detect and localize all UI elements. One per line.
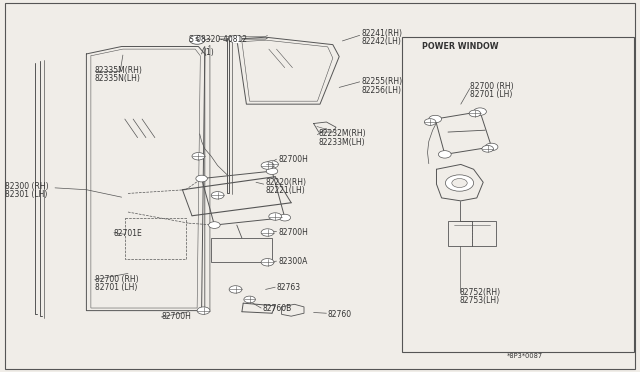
Circle shape: [261, 259, 274, 266]
Text: 82242(LH): 82242(LH): [362, 37, 401, 46]
Bar: [448, 221, 496, 246]
Circle shape: [192, 153, 205, 160]
Circle shape: [261, 162, 274, 169]
Circle shape: [266, 168, 278, 174]
Text: 82221(LH): 82221(LH): [266, 186, 305, 195]
Text: 82700 (RH): 82700 (RH): [95, 275, 138, 284]
Circle shape: [211, 192, 224, 199]
Text: 82300 (RH): 82300 (RH): [5, 182, 49, 190]
Circle shape: [469, 110, 481, 117]
Circle shape: [445, 175, 474, 191]
Circle shape: [266, 161, 278, 168]
Circle shape: [429, 115, 442, 123]
Text: (1): (1): [204, 48, 214, 57]
Circle shape: [482, 145, 493, 152]
Text: POWER WINDOW: POWER WINDOW: [422, 42, 499, 51]
Circle shape: [438, 151, 451, 158]
Bar: [402, 37, 634, 352]
Circle shape: [229, 286, 242, 293]
Text: 82256(LH): 82256(LH): [362, 86, 402, 94]
Circle shape: [279, 214, 291, 221]
Text: 82701 (LH): 82701 (LH): [95, 283, 137, 292]
Text: 82232M(RH): 82232M(RH): [319, 129, 366, 138]
Circle shape: [244, 296, 255, 303]
Text: 82335M(RH): 82335M(RH): [95, 66, 143, 75]
Text: 82700H: 82700H: [278, 155, 308, 164]
Text: 82753(LH): 82753(LH): [460, 296, 500, 305]
Circle shape: [474, 108, 486, 115]
Circle shape: [197, 307, 210, 314]
Text: 82700H: 82700H: [161, 312, 191, 321]
Circle shape: [196, 175, 207, 182]
Text: 82300A: 82300A: [278, 257, 308, 266]
Text: 82220(RH): 82220(RH): [266, 178, 307, 187]
Circle shape: [189, 35, 205, 44]
Text: 82760B: 82760B: [262, 304, 292, 312]
Text: 82233M(LH): 82233M(LH): [319, 138, 365, 147]
Circle shape: [261, 229, 274, 236]
Text: 82700H: 82700H: [278, 228, 308, 237]
Circle shape: [269, 213, 282, 220]
Text: 82760: 82760: [328, 310, 352, 319]
Circle shape: [424, 119, 436, 125]
Circle shape: [209, 222, 220, 228]
Text: 82241(RH): 82241(RH): [362, 29, 403, 38]
Text: 82763: 82763: [276, 283, 301, 292]
Text: S 08320-40812: S 08320-40812: [189, 35, 247, 44]
Text: 82335N(LH): 82335N(LH): [95, 74, 141, 83]
Text: 82700 (RH): 82700 (RH): [470, 82, 514, 91]
Text: S: S: [195, 37, 200, 42]
Text: 82701 (LH): 82701 (LH): [470, 90, 513, 99]
Circle shape: [485, 143, 498, 151]
Circle shape: [229, 35, 242, 43]
Text: 82255(RH): 82255(RH): [362, 77, 403, 86]
Text: 82701E: 82701E: [114, 229, 143, 238]
Bar: [211, 238, 272, 262]
Text: 82752(RH): 82752(RH): [460, 288, 500, 296]
Circle shape: [452, 179, 467, 187]
Text: 82301 (LH): 82301 (LH): [5, 190, 47, 199]
Text: *8P3*0087: *8P3*0087: [507, 353, 543, 359]
